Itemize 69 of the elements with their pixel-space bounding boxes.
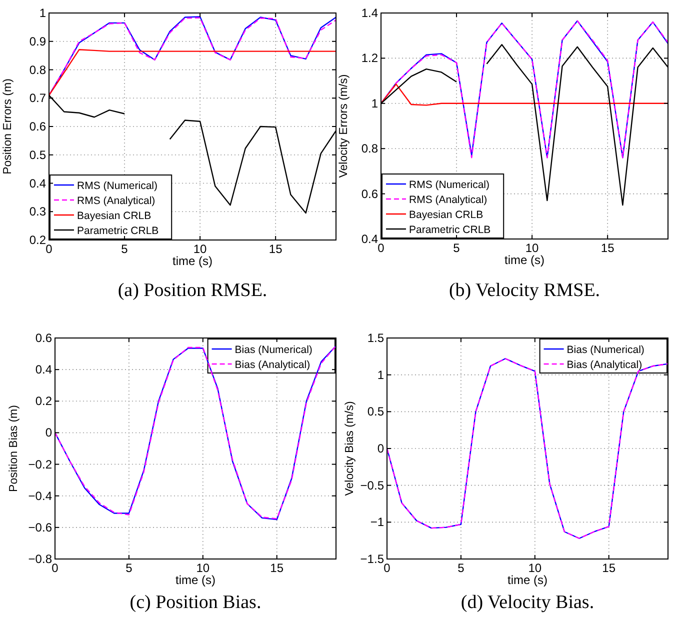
y-tick-label: 0.6 [29,120,46,134]
text: (a) Position RMSE. [118,280,268,301]
line-series [48,49,337,96]
x-axis-title: time (s) [504,253,544,267]
text: (c) Position Bias. [130,592,262,613]
x-axis-title: time (s) [172,254,212,268]
y-tick-label: 0.4 [35,362,52,377]
y-tick-label: −0.4 [28,488,52,503]
legend-label: Bias (Numerical) [566,344,644,356]
y-tick-label: 0.8 [29,62,46,77]
x-tick-label: 15 [602,561,616,575]
x-tick-label: 10 [525,241,540,255]
y-tick-label: −0.2 [28,457,52,472]
y-tick-label: 0.9 [29,34,46,48]
y-tick-label: 0.6 [361,186,378,201]
y-tick-label: 0.8 [361,142,378,156]
legend-label: Parametric CRLB [77,225,159,237]
x-axis-title: time (s) [508,573,548,587]
y-tick-label: 1.2 [361,51,378,66]
line-series [380,20,669,158]
y-tick-label: 1.5 [367,331,384,345]
x-tick-label: 15 [268,242,283,256]
x-axis-title: time (s) [176,573,216,587]
y-tick-label: 0.5 [29,148,46,162]
y-tick-label: 1.4 [361,6,378,20]
y-tick-label: 0.2 [29,233,46,247]
x-tick-label: 5 [121,242,128,256]
y-tick-label: 1 [39,6,46,20]
y-tick-label: 0.5 [367,404,384,419]
x-tick-label: 10 [193,242,208,256]
x-tick-label: 10 [196,561,210,575]
y-tick-label: 0.6 [35,331,52,345]
y-tick-label: 0.7 [29,91,46,106]
legend-label: RMS (Numerical) [409,179,490,191]
y-tick-label: 0.4 [29,176,46,190]
y-tick-label: −1 [370,515,384,530]
y-tick-label: 1 [371,96,378,110]
y-axis-title: Velocity Bias (m/s) [344,401,356,496]
y-axis-title: Velocity Errors (m/s) [338,74,350,178]
legend-label: RMS (Analytical) [77,195,156,207]
x-tick-label: 15 [270,561,284,575]
y-tick-label: −0.6 [28,520,52,534]
y-axis-title: Position Bias (m) [8,404,20,492]
y-tick-label: −1.5 [360,552,384,566]
x-tick-label: 5 [458,561,465,575]
y-tick-label: −0.5 [360,478,384,492]
y-tick-label: −0.8 [28,552,52,566]
text: (b) Velocity RMSE. [448,280,600,301]
legend-label: Bias (Numerical) [234,344,312,356]
x-tick-label: 5 [126,561,133,575]
x-tick-label: 10 [528,561,542,575]
y-tick-label: 0 [45,426,52,440]
line-series [386,358,669,539]
legend-label: RMS (Analytical) [409,194,488,206]
x-tick-label: 5 [453,241,460,255]
legend-label: Bias (Analytical) [234,359,310,371]
y-axis-title: Position Errors (m) [2,78,14,174]
y-tick-label: 0 [377,442,384,456]
y-tick-label: 0.4 [361,232,378,246]
y-tick-label: 0.2 [35,394,52,408]
y-tick-label: 1 [377,368,384,382]
legend-label: Parametric CRLB [409,224,491,236]
legend-label: Bayesian CRLB [409,209,484,221]
y-tick-label: 0.3 [29,204,46,219]
text: (d) Velocity Bias. [460,592,594,613]
legend-label: Bayesian CRLB [77,210,152,222]
legend-label: RMS (Numerical) [77,180,158,192]
legend-label: Bias (Analytical) [566,359,642,371]
x-tick-label: 15 [600,241,615,255]
